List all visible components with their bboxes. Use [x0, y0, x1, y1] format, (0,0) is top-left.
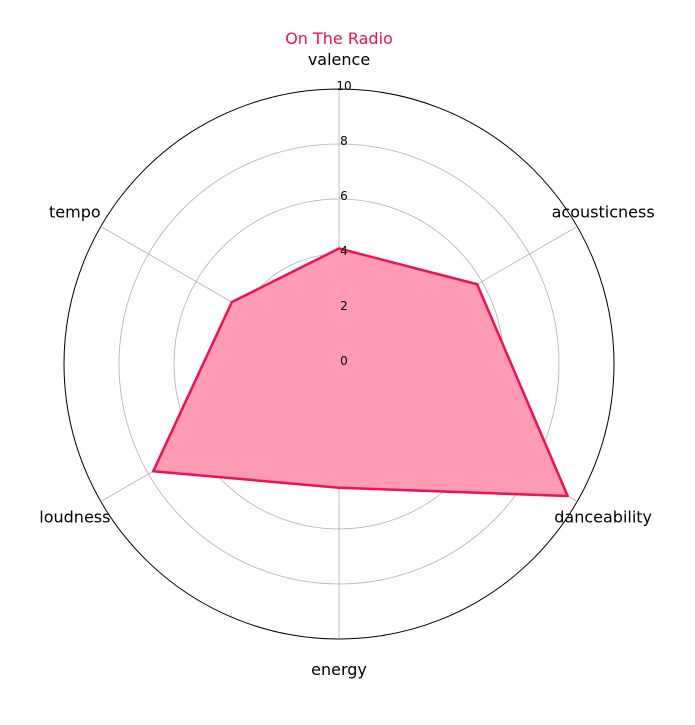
tick-label-4: 4	[340, 244, 348, 258]
axis-label-danceability: danceability	[554, 508, 652, 527]
series-line	[151, 247, 569, 498]
tick-label-2: 2	[340, 299, 348, 313]
tick-label-8: 8	[340, 134, 348, 148]
radial-tick-labels: 0 2 4 6 8 10	[336, 79, 351, 368]
axis-label-energy: energy	[311, 660, 367, 679]
axis-label-valence: valence	[308, 50, 370, 69]
tick-label-10: 10	[336, 79, 351, 93]
axis-label-acousticness: acousticness	[552, 203, 655, 222]
tick-label-6: 6	[340, 189, 348, 203]
axis-label-tempo: tempo	[49, 203, 101, 222]
series-layer	[151, 247, 569, 498]
axis-labels: valence acousticness danceability energy lou…	[39, 50, 654, 679]
tick-label-0: 0	[340, 354, 348, 368]
axis-label-loudness: loudness	[39, 508, 110, 527]
series-area	[153, 248, 568, 496]
chart-title: On The Radio	[285, 29, 393, 48]
